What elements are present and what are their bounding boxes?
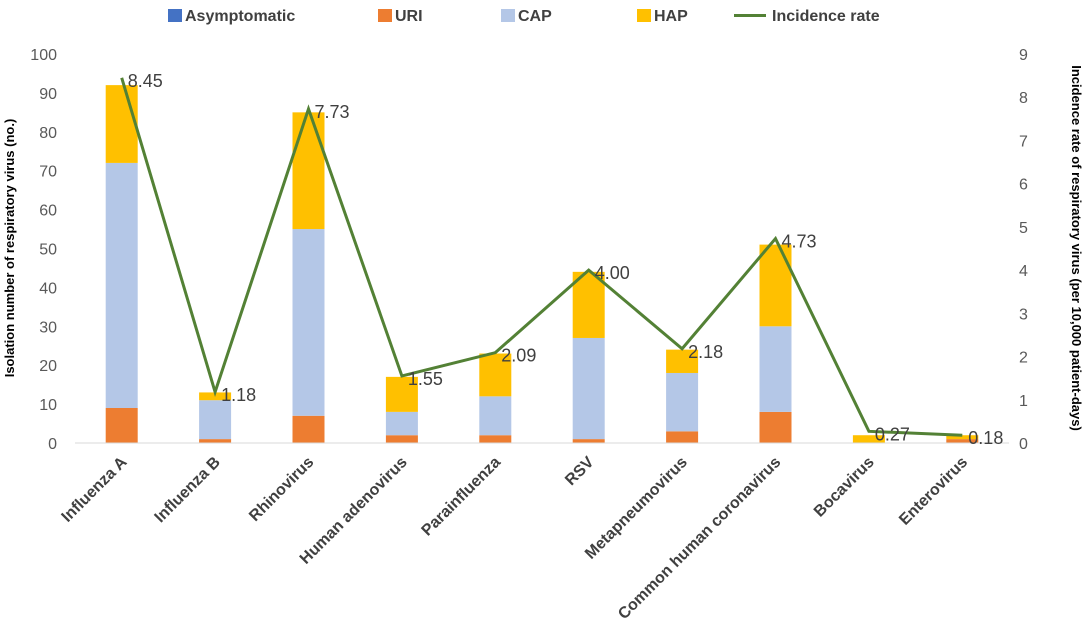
x-tick-label: Enterovirus (896, 454, 971, 529)
incidence-rate-label: 0.18 (968, 428, 1003, 448)
legend-label-cap: CAP (518, 8, 552, 25)
bar-cap (572, 337, 605, 440)
y2-axis-title: Incidence rate of respiratory virus (per… (1069, 65, 1084, 431)
bar-uri (759, 411, 792, 443)
y-axis-title: Isolation number of respiratory virus (n… (2, 119, 17, 378)
legend-swatch-cap (501, 9, 515, 22)
bar-hap (759, 244, 792, 327)
legend-swatch-hap (637, 9, 651, 22)
bars (105, 85, 979, 443)
x-tick-label: Parainfluenza (419, 454, 505, 540)
y-tick-label: 40 (39, 280, 57, 297)
y-tick-label: 90 (39, 86, 57, 103)
bar-hap (572, 271, 605, 338)
incidence-rate-label: 1.18 (221, 385, 256, 405)
y2-tick-label: 4 (1019, 263, 1028, 280)
y-tick-label: 30 (39, 319, 57, 336)
bar-uri (946, 439, 979, 443)
y2-axis: 0 1 2 3 4 5 6 7 8 9 (1019, 47, 1028, 453)
bar-cap (666, 372, 699, 432)
bar-uri (292, 415, 325, 443)
y-tick-label: 100 (30, 47, 57, 64)
y2-tick-label: 5 (1019, 220, 1028, 237)
x-tick-label: Metapneumovirus (582, 454, 691, 563)
bar-hap (852, 435, 885, 443)
y-tick-label: 80 (39, 125, 57, 142)
bar-cap (479, 396, 512, 436)
legend-label-incidence-rate: Incidence rate (772, 8, 880, 25)
y2-tick-label: 7 (1019, 133, 1028, 150)
bar-uri (199, 439, 232, 443)
bar-hap (946, 435, 979, 440)
x-tick-label: RSV (562, 454, 598, 490)
bar-cap (105, 162, 138, 408)
bar-hap (666, 349, 699, 373)
incidence-rate-labels: 8.45 1.18 7.73 1.55 2.09 4.00 2.18 4.73 0.27 0.18 (128, 71, 1004, 448)
incidence-rate-line (120, 77, 963, 437)
y2-tick-label: 1 (1019, 393, 1028, 410)
bar-hap (292, 112, 325, 230)
x-tick-label: Common human coronavirus (615, 454, 784, 623)
x-tick-label: Bocavirus (811, 454, 878, 521)
legend-label-uri: URI (395, 8, 423, 25)
bar-cap (199, 400, 232, 440)
legend: Asymptomatic URI CAP HAP Incidence rate (168, 8, 880, 25)
bar-hap (479, 353, 512, 397)
bar-uri (572, 439, 605, 443)
incidence-rate-label: 8.45 (128, 71, 163, 91)
y2-tick-label: 2 (1019, 350, 1028, 367)
bar-hap (105, 85, 138, 163)
bar-uri (105, 407, 138, 443)
bar-hap (385, 376, 418, 412)
y-tick-label: 60 (39, 203, 57, 220)
x-tick-label: Rhinovirus (246, 454, 317, 525)
bar-cap (385, 411, 418, 436)
bar-cap (292, 229, 325, 416)
bar-uri (385, 435, 418, 443)
y2-tick-label: 8 (1019, 90, 1028, 107)
legend-swatch-uri (378, 9, 392, 22)
legend-label-hap: HAP (654, 8, 688, 25)
x-tick-label: Influenza B (152, 454, 224, 526)
y2-tick-label: 9 (1019, 47, 1028, 64)
incidence-rate-label: 4.00 (595, 263, 630, 283)
y-axis: 0 10 20 30 40 50 60 70 80 90 100 (30, 47, 57, 453)
bar-cap (759, 326, 792, 412)
incidence-rate-label: 4.73 (782, 232, 817, 252)
bar-uri (666, 431, 699, 443)
incidence-rate-label: 1.55 (408, 369, 443, 389)
x-tick-label: Human adenovirus (297, 454, 411, 568)
incidence-rate-label: 2.09 (501, 346, 536, 366)
y2-tick-label: 3 (1019, 306, 1028, 323)
y-tick-label: 10 (39, 397, 57, 414)
bar-uri (479, 435, 512, 443)
incidence-rate-label: 0.27 (875, 424, 910, 444)
incidence-rate-label: 2.18 (688, 342, 723, 362)
x-tick-label: Influenza A (59, 453, 131, 525)
y-tick-label: 70 (39, 164, 57, 181)
y2-tick-label: 6 (1019, 177, 1028, 194)
y-tick-label: 20 (39, 358, 57, 375)
y2-tick-label: 0 (1019, 436, 1028, 453)
legend-swatch-asymptomatic (168, 9, 182, 22)
legend-label-asymptomatic: Asymptomatic (185, 8, 295, 25)
incidence-rate-label: 7.73 (315, 102, 350, 122)
y-tick-label: 50 (39, 242, 57, 259)
y-tick-label: 0 (48, 436, 57, 453)
